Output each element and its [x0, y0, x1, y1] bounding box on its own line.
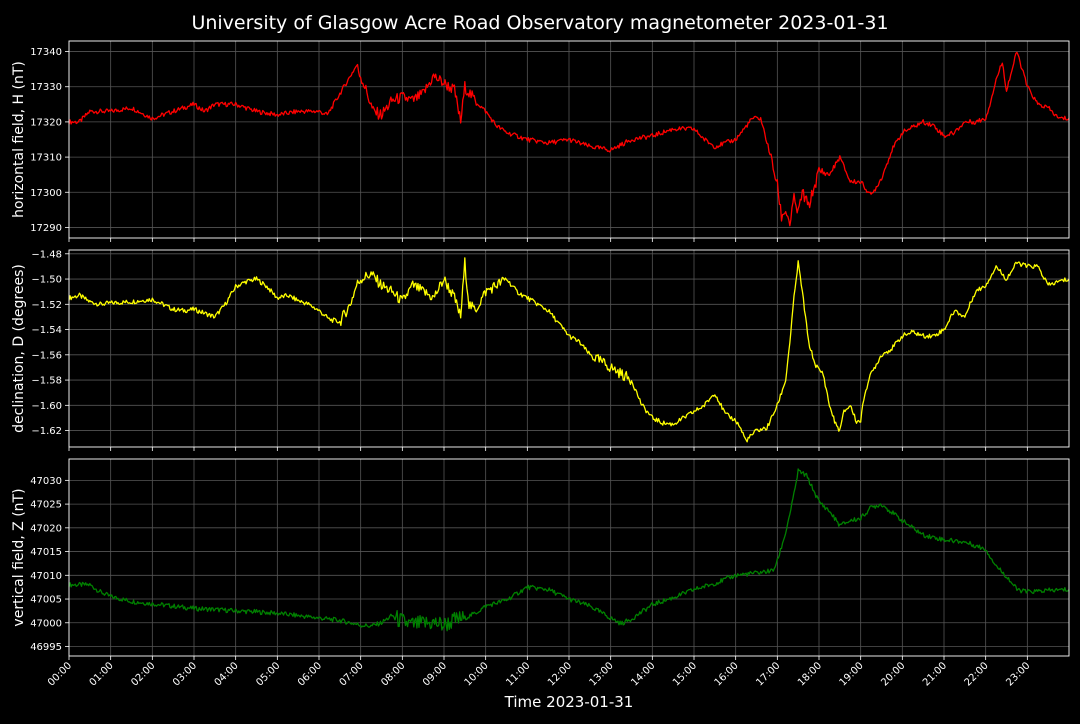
series-line: [68, 257, 1070, 443]
y-tick-label: 47025: [30, 500, 62, 511]
axes-frame: [68, 249, 1070, 448]
y-tick-label: −1.50: [31, 275, 62, 286]
panel-3: 46995 47000 47005 47010 47015 47020 47025 47030…: [11, 458, 1070, 660]
y-tick-label: 47030: [30, 476, 62, 487]
y-tick-label: 47000: [30, 618, 62, 629]
axes-frame: [68, 458, 1070, 657]
y-tick-label: −1.52: [31, 300, 62, 311]
y-axis-title: vertical field, Z (nT): [11, 488, 27, 626]
y-tick-label: 17330: [30, 82, 62, 93]
y-tick-label: 17300: [30, 188, 62, 199]
y-tick-label: 47015: [30, 547, 62, 558]
y-tick-label: −1.58: [31, 376, 62, 387]
y-tick-label: 17310: [30, 153, 62, 164]
y-tick-label: 47010: [30, 571, 62, 582]
y-tick-label: 17320: [30, 117, 62, 128]
chart-title: University of Glasgow Acre Road Observat…: [191, 12, 888, 34]
panel-2: −1.62 −1.60 −1.58 −1.56 −1.54 −1.52 −1.50 −1.48…: [11, 249, 1070, 451]
axes-frame: [68, 40, 1070, 239]
y-tick-label: −1.60: [31, 401, 62, 412]
y-tick-label: −1.54: [31, 325, 62, 336]
x-axis-title: Time 2023-01-31: [504, 693, 634, 711]
y-tick-label: 46995: [30, 642, 62, 653]
y-tick-label: 17340: [30, 47, 62, 58]
panel-1: 17290 17300 17310 17320 17330 17340horizontal…: [11, 40, 1070, 242]
y-axis-title: horizontal field, H (nT): [11, 61, 27, 218]
y-axis-title: declination, D (degrees): [11, 264, 27, 433]
y-tick-label: 17290: [30, 223, 62, 234]
y-tick-label: 47005: [30, 595, 62, 606]
y-tick-label: 47020: [30, 523, 62, 534]
y-tick-label: −1.56: [31, 350, 62, 361]
series-line: [68, 468, 1070, 632]
y-tick-label: −1.62: [31, 426, 62, 437]
y-tick-label: −1.48: [31, 249, 62, 260]
series-line: [68, 51, 1070, 227]
